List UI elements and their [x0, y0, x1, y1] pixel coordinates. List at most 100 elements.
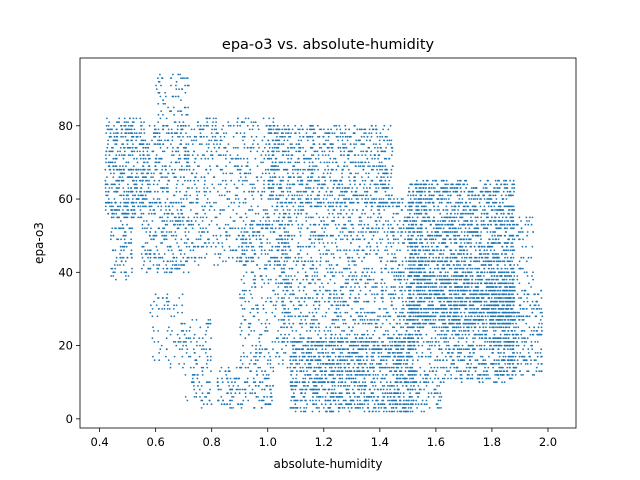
scatter-point	[193, 135, 196, 138]
scatter-point	[367, 282, 369, 285]
scatter-point	[105, 194, 108, 197]
scatter-point	[184, 106, 187, 109]
scatter-point	[389, 143, 392, 146]
scatter-point	[292, 359, 295, 362]
scatter-point	[391, 271, 393, 274]
scatter-point	[119, 205, 121, 208]
scatter-point	[202, 403, 205, 406]
scatter-point	[348, 264, 350, 266]
scatter-point	[273, 212, 276, 215]
scatter-point	[168, 308, 171, 310]
scatter-point	[176, 267, 179, 270]
scatter-point	[413, 198, 416, 200]
scatter-point	[210, 370, 212, 373]
scatter-point	[388, 179, 391, 182]
scatter-point	[281, 348, 283, 351]
scatter-point	[194, 176, 197, 179]
scatter-point	[368, 132, 371, 135]
scatter-point	[356, 253, 359, 255]
scatter-point	[175, 187, 178, 189]
scatter-point	[263, 396, 266, 398]
scatter-point	[288, 220, 290, 222]
scatter-point	[325, 198, 328, 200]
scatter-point	[205, 253, 208, 255]
scatter-point	[150, 205, 153, 208]
scatter-point	[166, 183, 169, 186]
scatter-point	[278, 139, 280, 142]
scatter-point	[234, 381, 236, 384]
scatter-point	[291, 128, 294, 131]
scatter-point	[112, 234, 115, 237]
scatter-point	[161, 150, 164, 153]
scatter-point	[274, 132, 276, 135]
scatter-point	[221, 179, 224, 182]
scatter-point	[260, 399, 263, 402]
scatter-point	[249, 370, 252, 373]
scatter-point	[169, 245, 172, 248]
scatter-point	[319, 363, 322, 365]
scatter-point	[310, 231, 313, 233]
scatter-point	[256, 150, 259, 153]
scatter-point	[273, 172, 276, 175]
scatter-point	[164, 223, 167, 226]
scatter-point	[299, 315, 301, 318]
scatter-point	[296, 161, 299, 164]
scatter-point	[130, 231, 133, 233]
scatter-point	[343, 223, 345, 226]
scatter-point	[291, 194, 294, 197]
scatter-point	[380, 297, 383, 299]
scatter-point	[274, 304, 277, 307]
scatter-point	[324, 143, 327, 146]
scatter-point	[175, 260, 178, 263]
scatter-point	[375, 128, 378, 131]
scatter-point	[205, 168, 208, 171]
scatter-point	[209, 168, 212, 171]
scatter-point	[298, 146, 300, 149]
scatter-point	[387, 143, 389, 146]
scatter-point	[220, 139, 223, 142]
scatter-point	[326, 172, 329, 175]
scatter-point	[266, 242, 269, 244]
scatter-point	[367, 172, 370, 175]
scatter-point	[298, 161, 301, 164]
scatter-point	[170, 234, 173, 237]
scatter-point	[315, 212, 318, 215]
scatter-point	[267, 223, 269, 226]
scatter-point	[381, 300, 384, 303]
scatter-point	[214, 135, 217, 138]
scatter-point	[293, 212, 296, 215]
scatter-point	[328, 289, 331, 292]
scatter-point	[229, 161, 231, 164]
scatter-point	[378, 139, 381, 142]
scatter-point	[353, 249, 356, 252]
scatter-point	[381, 168, 383, 171]
scatter-point	[339, 201, 342, 204]
scatter-point	[260, 249, 263, 252]
scatter-point	[286, 139, 289, 142]
scatter-point	[267, 278, 270, 281]
scatter-point	[113, 124, 115, 127]
scatter-point	[308, 282, 311, 285]
scatter-point	[110, 209, 113, 211]
scatter-point	[116, 128, 118, 131]
scatter-point	[291, 154, 294, 157]
scatter-point	[256, 223, 259, 226]
scatter-point	[246, 377, 249, 380]
scatter-point	[397, 264, 400, 266]
scatter-point	[358, 297, 360, 299]
scatter-point	[372, 198, 375, 200]
scatter-point	[188, 168, 191, 171]
scatter-point	[333, 293, 335, 296]
scatter-point	[396, 198, 399, 200]
scatter-point	[417, 253, 420, 255]
scatter-point	[143, 260, 146, 263]
scatter-point	[391, 150, 394, 153]
scatter-point	[252, 256, 255, 259]
scatter-point	[362, 308, 364, 310]
scatter-point	[135, 176, 138, 179]
scatter-point	[323, 150, 326, 153]
scatter-point	[250, 242, 253, 244]
scatter-point	[359, 289, 362, 292]
scatter-point	[140, 187, 142, 189]
scatter-point	[352, 227, 354, 230]
